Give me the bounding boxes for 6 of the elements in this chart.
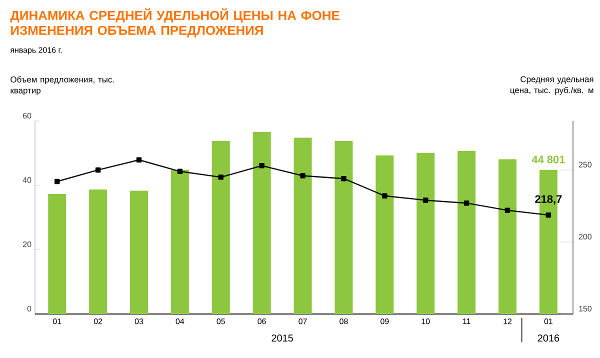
chart-title: ДИНАМИКА СРЕДНЕЙ УДЕЛЬНОЙ ЦЕНЫ НА ФОНЕ ИЗМЕНЕНИЯ ОБЪЕМА ПРЕДЛОЖЕНИЯ [10, 8, 340, 38]
text: 2016 [538, 334, 560, 342]
text: 2015 [272, 334, 293, 342]
annotation: 44 801 [532, 156, 565, 164]
y-axis-title: Объем предложения, тыс. квартир [10, 76, 114, 96]
y2-axis-title: Средняя удельная цена, тыс. руб./кв. м [510, 76, 594, 95]
